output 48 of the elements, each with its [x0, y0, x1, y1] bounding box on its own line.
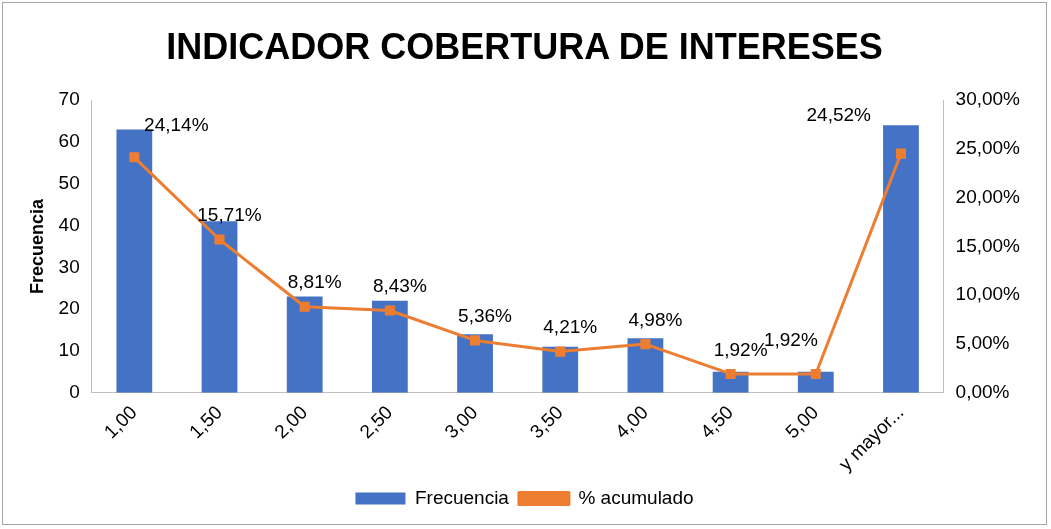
data-label: 8,43%: [372, 275, 427, 297]
data-label: 24,52%: [806, 104, 872, 126]
y-tick-label: 10: [58, 339, 80, 361]
legend-label: % acumulado: [578, 486, 694, 508]
y-axis-title: Frecuencia: [26, 197, 47, 294]
data-label: 8,81%: [287, 271, 342, 293]
y-tick-label: 30: [58, 255, 80, 277]
point: [555, 346, 566, 357]
point: [129, 152, 140, 163]
data-label: 4,98%: [628, 308, 683, 330]
x-tick-label: 5,00: [781, 401, 823, 443]
y-tick-label: 50: [58, 171, 80, 193]
y-tick-label: 40: [58, 213, 80, 235]
chart-title: INDICADOR COBERTURA DE INTERESES: [166, 25, 883, 67]
x-tick-label: 3,00: [440, 401, 482, 443]
bar: [627, 338, 664, 393]
y2-tick-label: 25,00%: [955, 137, 1021, 159]
y-tick-label: 0: [69, 380, 80, 402]
data-label: 5,36%: [458, 305, 513, 327]
bar: [457, 334, 493, 393]
y-tick-label: 20: [58, 297, 80, 319]
y2-tick-label: 20,00%: [955, 185, 1021, 207]
y-tick-label: 60: [58, 130, 80, 152]
y2-tick-label: 30,00%: [955, 88, 1021, 110]
data-label: 24,14%: [144, 114, 209, 136]
x-tick-label: 4,00: [610, 401, 652, 443]
x-tick-label: 1,50: [185, 401, 227, 443]
point: [640, 339, 651, 350]
legend-label: Frecuencia: [414, 486, 510, 508]
bar: [371, 300, 408, 393]
y-tick-label: 70: [58, 88, 80, 110]
point: [895, 148, 906, 159]
point: [299, 301, 310, 312]
y2-tick-label: 15,00%: [955, 234, 1021, 256]
y2-tick-label: 0,00%: [955, 380, 1010, 402]
point: [470, 335, 481, 346]
data-label: 4,21%: [543, 316, 598, 338]
y2-tick-label: 10,00%: [955, 283, 1021, 305]
point: [214, 234, 225, 245]
y2-tick-label: 5,00%: [955, 332, 1010, 354]
data-label: 15,71%: [197, 204, 262, 226]
point: [810, 368, 821, 379]
bar: [286, 296, 323, 393]
x-tick-label: 3,50: [525, 401, 567, 443]
point: [725, 368, 736, 379]
point: [384, 305, 395, 316]
bar: [883, 125, 919, 393]
x-tick-label: 4,50: [696, 401, 738, 443]
